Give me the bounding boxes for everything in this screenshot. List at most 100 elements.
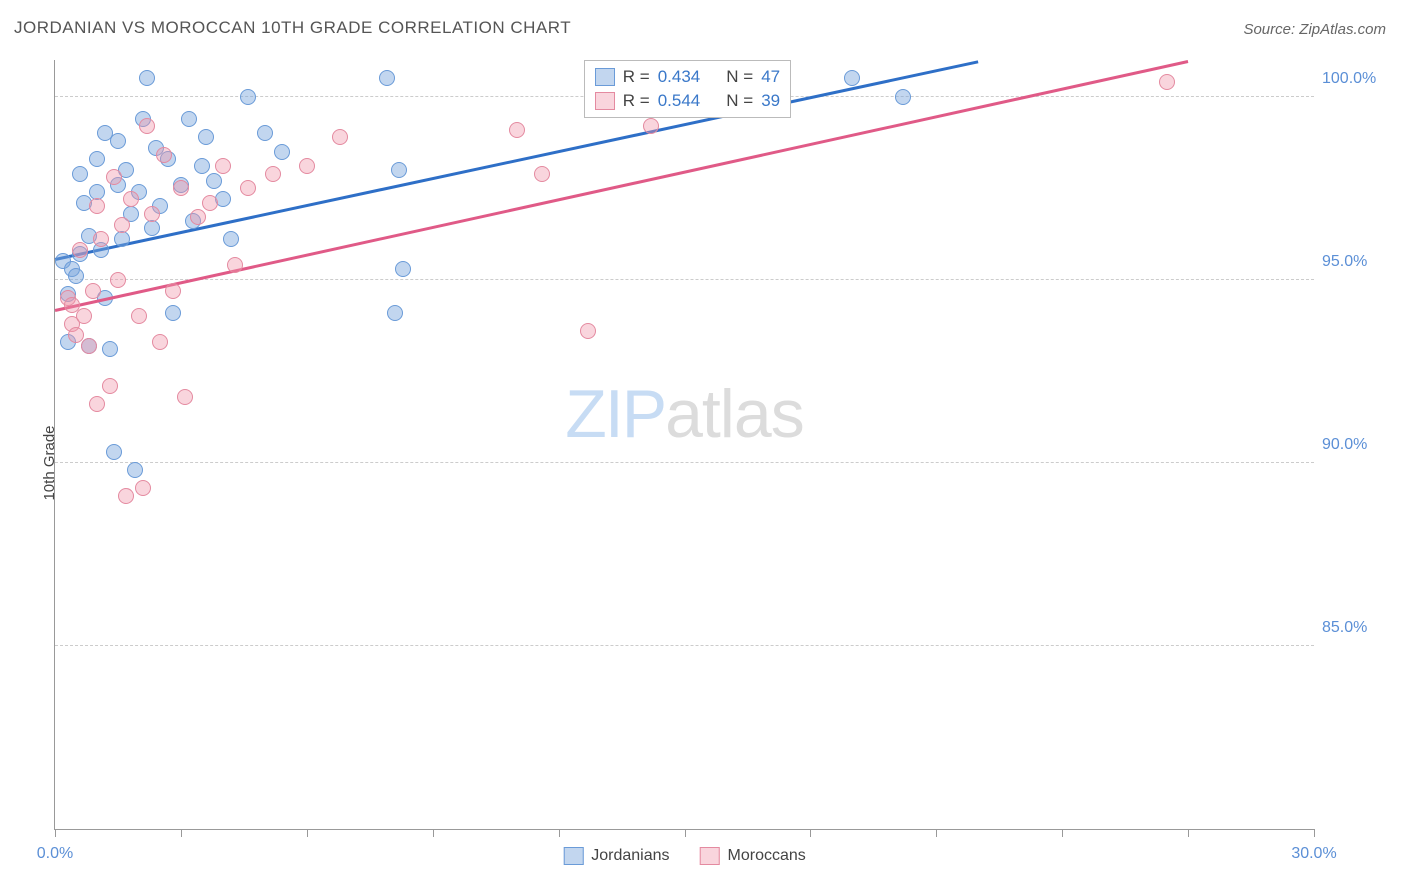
legend-r-value: 0.544 [658, 91, 701, 111]
x-tick [181, 829, 182, 837]
data-point [76, 308, 92, 324]
data-point [93, 231, 109, 247]
data-point [139, 118, 155, 134]
legend-r-label: R = [623, 91, 650, 111]
data-point [223, 231, 239, 247]
legend-n-label: N = [726, 67, 753, 87]
legend-n-label: N = [726, 91, 753, 111]
data-point [118, 488, 134, 504]
x-tick [433, 829, 434, 837]
legend-swatch [700, 847, 720, 865]
legend-swatch [595, 68, 615, 86]
x-tick [55, 829, 56, 837]
data-point [144, 206, 160, 222]
data-point [102, 378, 118, 394]
data-point [72, 166, 88, 182]
data-point [127, 462, 143, 478]
data-point [110, 272, 126, 288]
bottom-legend-label: Moroccans [728, 847, 806, 865]
data-point [131, 308, 147, 324]
data-point [240, 89, 256, 105]
chart-title: JORDANIAN VS MOROCCAN 10TH GRADE CORRELA… [14, 18, 571, 38]
data-point [72, 242, 88, 258]
watermark-zip: ZIP [565, 376, 665, 452]
x-tick [1314, 829, 1315, 837]
data-point [1159, 74, 1175, 90]
data-point [152, 334, 168, 350]
header: JORDANIAN VS MOROCCAN 10TH GRADE CORRELA… [0, 0, 1406, 46]
data-point [89, 396, 105, 412]
legend-r-value: 0.434 [658, 67, 701, 87]
chart-area: 10th Grade ZIPatlas 85.0%90.0%95.0%100.0… [14, 52, 1392, 874]
data-point [257, 125, 273, 141]
legend-swatch [595, 92, 615, 110]
gridline-h [55, 279, 1314, 280]
data-point [114, 217, 130, 233]
x-tick [307, 829, 308, 837]
data-point [106, 444, 122, 460]
data-point [202, 195, 218, 211]
stats-legend-row: R =0.544N =39 [595, 89, 780, 113]
x-tick [810, 829, 811, 837]
data-point [299, 158, 315, 174]
data-point [135, 480, 151, 496]
data-point [144, 220, 160, 236]
data-point [114, 231, 130, 247]
y-tick-label: 100.0% [1322, 70, 1386, 88]
data-point [89, 198, 105, 214]
y-tick-label: 95.0% [1322, 253, 1386, 271]
data-point [190, 209, 206, 225]
data-point [165, 283, 181, 299]
data-point [391, 162, 407, 178]
data-point [265, 166, 281, 182]
x-tick [1188, 829, 1189, 837]
data-point [139, 70, 155, 86]
data-point [387, 305, 403, 321]
legend-n-value: 47 [761, 67, 780, 87]
data-point [106, 169, 122, 185]
data-point [123, 191, 139, 207]
data-point [177, 389, 193, 405]
data-point [68, 268, 84, 284]
data-point [643, 118, 659, 134]
data-point [895, 89, 911, 105]
stats-legend: R =0.434N =47R =0.544N =39 [584, 60, 791, 118]
data-point [102, 341, 118, 357]
watermark-atlas: atlas [665, 376, 804, 452]
data-point [85, 283, 101, 299]
bottom-legend: Jordanians Moroccans [563, 847, 806, 865]
data-point [215, 158, 231, 174]
x-tick-label: 0.0% [37, 845, 73, 863]
x-tick [685, 829, 686, 837]
data-point [332, 129, 348, 145]
gridline-h [55, 645, 1314, 646]
data-point [81, 338, 97, 354]
data-point [395, 261, 411, 277]
data-point [89, 184, 105, 200]
data-point [206, 173, 222, 189]
y-tick-label: 85.0% [1322, 619, 1386, 637]
data-point [110, 133, 126, 149]
bottom-legend-item: Moroccans [700, 847, 806, 865]
x-tick [1062, 829, 1063, 837]
legend-r-label: R = [623, 67, 650, 87]
data-point [379, 70, 395, 86]
data-point [509, 122, 525, 138]
source-label: Source: ZipAtlas.com [1243, 21, 1386, 38]
stats-legend-row: R = 0.434 N = 47 [595, 65, 780, 89]
data-point [165, 305, 181, 321]
data-point [844, 70, 860, 86]
data-point [194, 158, 210, 174]
x-tick [936, 829, 937, 837]
bottom-legend-item: Jordanians [563, 847, 669, 865]
data-point [274, 144, 290, 160]
data-point [173, 180, 189, 196]
data-point [89, 151, 105, 167]
data-point [181, 111, 197, 127]
plot-region: ZIPatlas 85.0%90.0%95.0%100.0%0.0%30.0%R… [54, 60, 1314, 830]
legend-swatch [563, 847, 583, 865]
gridline-h [55, 462, 1314, 463]
data-point [240, 180, 256, 196]
x-tick-label: 30.0% [1291, 845, 1336, 863]
bottom-legend-label: Jordanians [591, 847, 669, 865]
